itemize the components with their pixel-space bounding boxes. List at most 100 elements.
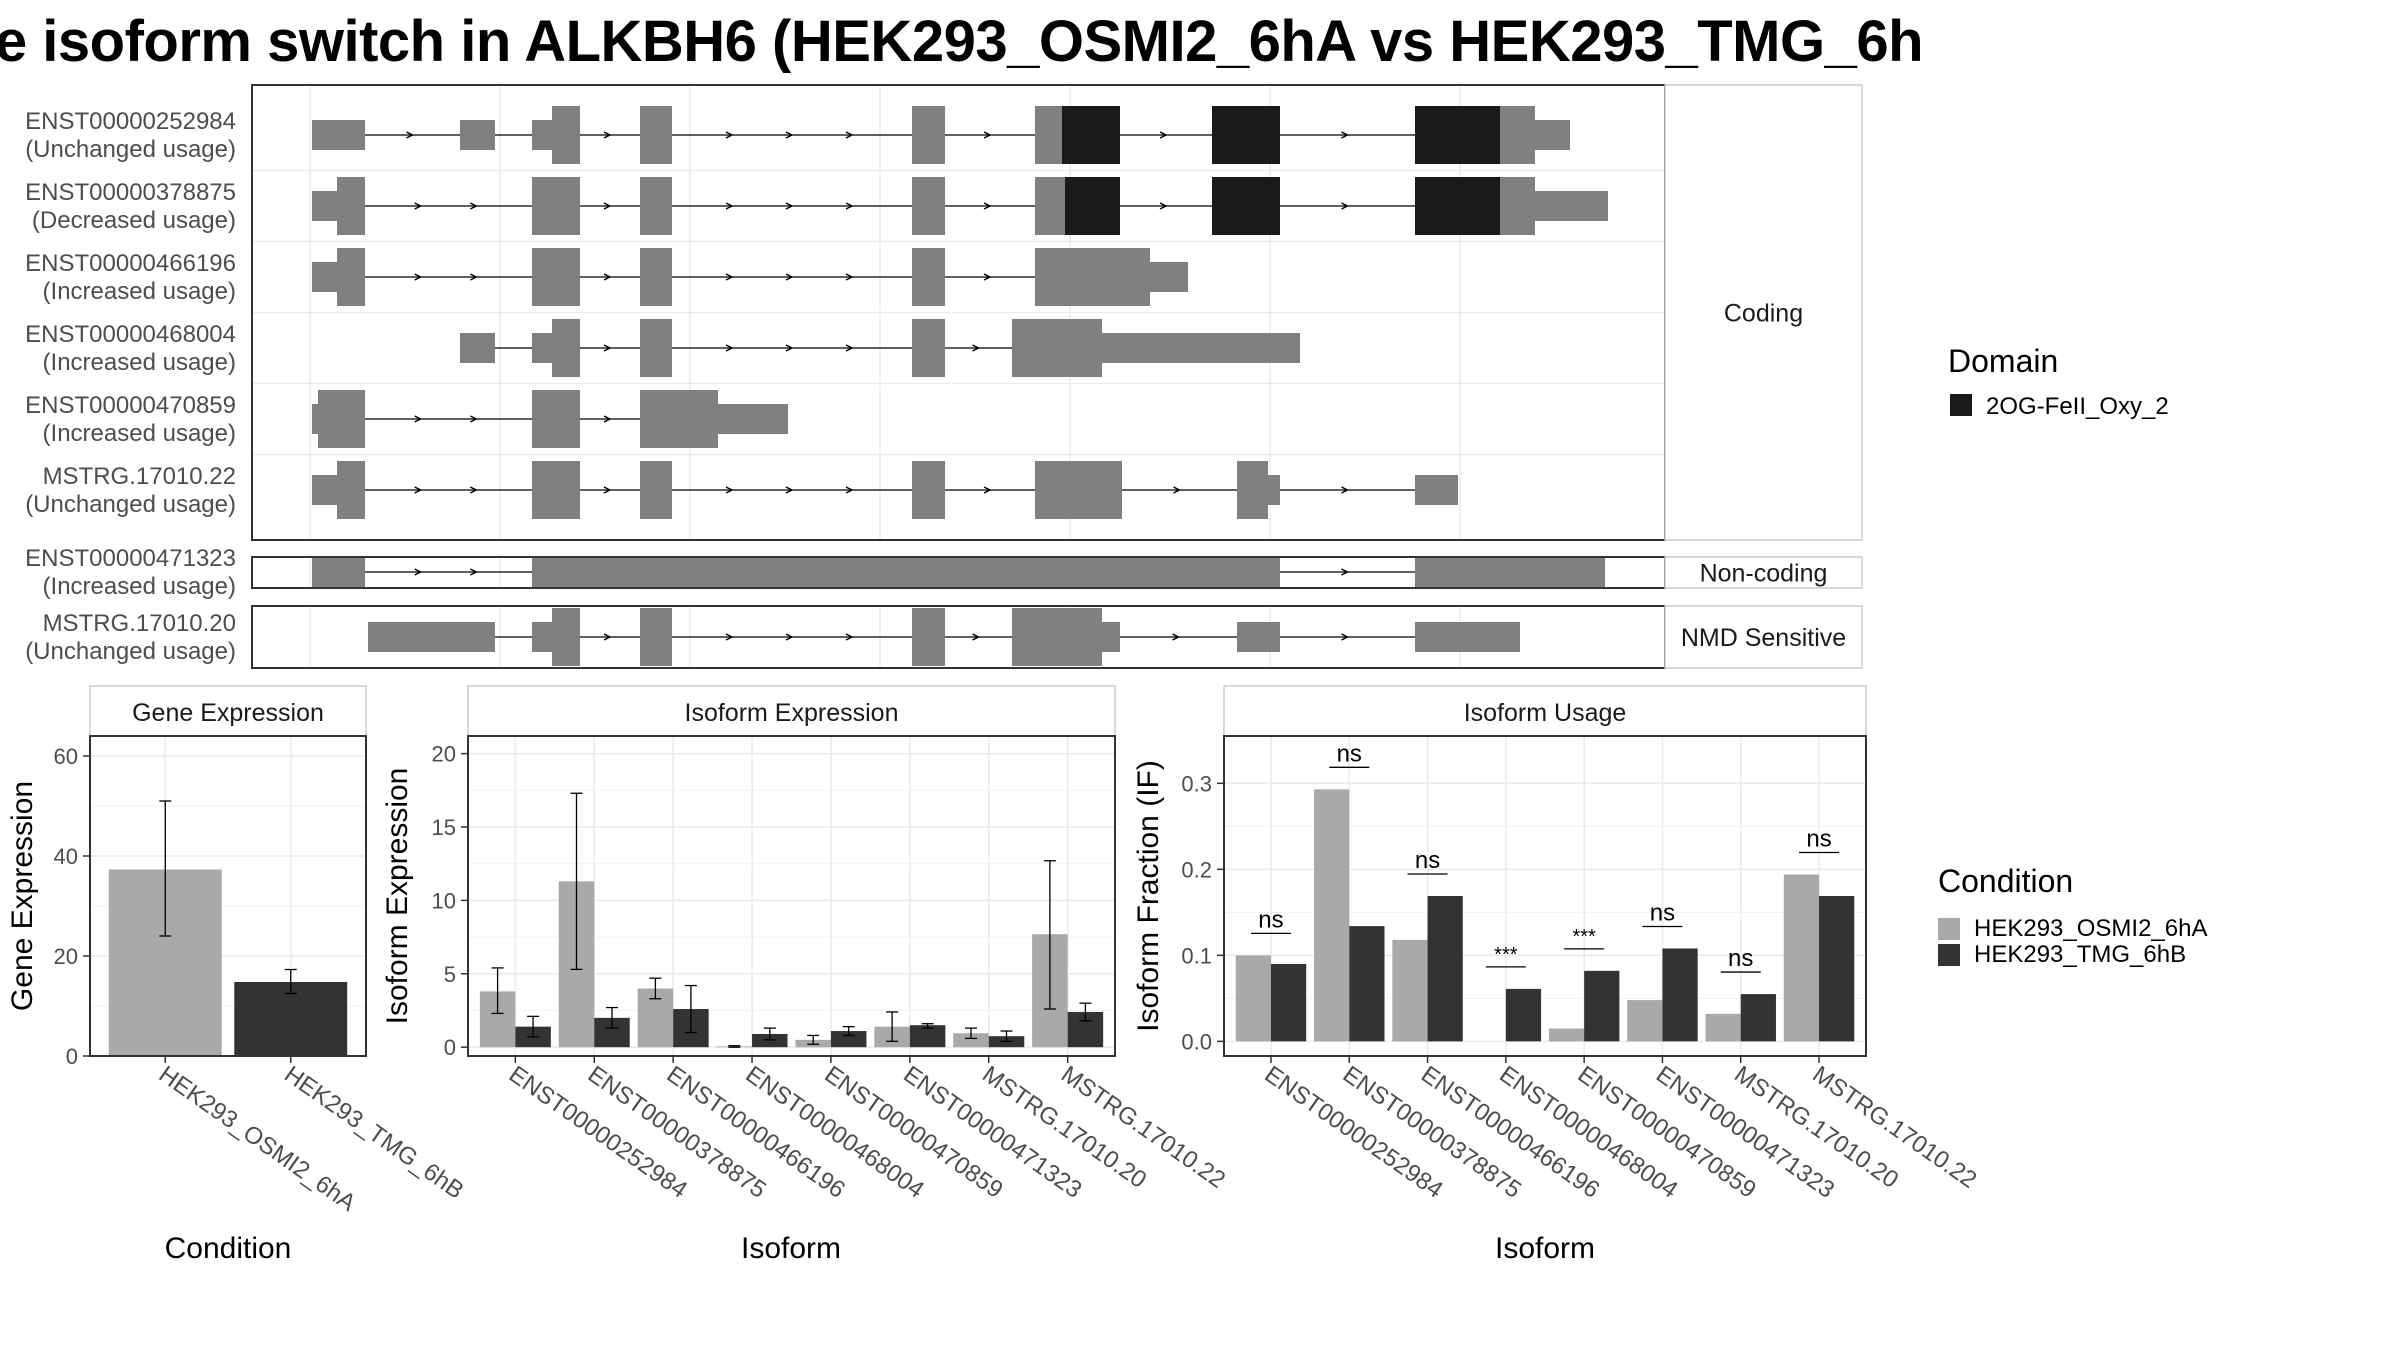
panel-strip <box>1223 685 1867 737</box>
bar <box>1705 1013 1741 1042</box>
bar <box>909 1025 946 1048</box>
exon <box>337 461 365 519</box>
legend-key-domain <box>1950 394 1972 416</box>
intron-arrow <box>414 202 423 210</box>
exon <box>312 475 337 505</box>
y-tick-label: 0.3 <box>1181 771 1212 796</box>
intron-arrow <box>845 202 854 210</box>
domain-exon <box>1415 106 1500 164</box>
bar <box>1783 874 1820 1042</box>
bar <box>1548 1028 1585 1042</box>
panel-title: Isoform Expression <box>685 699 899 727</box>
intron-arrow <box>725 273 734 281</box>
intron-arrow <box>1159 202 1168 210</box>
y-tick-label: 0.0 <box>1181 1029 1212 1054</box>
transcript-id-label: MSTRG.17010.22 <box>43 463 236 490</box>
intron-arrow <box>725 486 734 494</box>
exon <box>337 248 365 306</box>
exon <box>640 177 672 235</box>
panel-border <box>1223 735 1867 1057</box>
transcript-usage-label: (Increased usage) <box>43 573 236 600</box>
exon <box>552 106 580 164</box>
exon <box>318 390 365 448</box>
facet-strip-label: Non-coding <box>1700 560 1828 588</box>
bar <box>1314 789 1350 1042</box>
exon <box>1237 461 1268 519</box>
transcript-id-label: ENST00000468004 <box>25 321 236 348</box>
intron-arrow <box>725 633 734 641</box>
intron-arrow <box>1172 633 1181 641</box>
intron-arrow <box>414 568 423 576</box>
bar <box>1627 1000 1663 1042</box>
intron-arrow <box>785 486 794 494</box>
significance-label: *** <box>1494 944 1518 966</box>
bar <box>1392 939 1428 1042</box>
exon <box>368 622 495 652</box>
exon <box>1415 622 1520 652</box>
significance-label: ns <box>1728 945 1753 972</box>
intron-arrow <box>470 486 478 494</box>
panel-title: Isoform Usage <box>1464 699 1627 727</box>
bar-chart-panel <box>1217 685 1867 1063</box>
exon <box>1150 262 1188 292</box>
exon <box>312 404 318 434</box>
y-tick-label: 20 <box>432 742 456 767</box>
exon <box>312 120 365 150</box>
exon <box>640 319 672 377</box>
exon <box>640 608 672 666</box>
intron-arrow <box>725 131 734 139</box>
exon <box>532 120 552 150</box>
intron-arrow <box>470 202 478 210</box>
intron-arrow <box>470 568 478 576</box>
exon <box>640 248 672 306</box>
y-tick-label: 0 <box>66 1044 78 1069</box>
transcript-usage-label: (Increased usage) <box>43 278 236 305</box>
exon <box>718 404 788 434</box>
facet-strip-label: Coding <box>1724 300 1803 328</box>
y-axis-title: Gene Expression <box>6 781 39 1011</box>
legend-title: Condition <box>1938 863 2073 899</box>
domain-exon <box>1212 177 1280 235</box>
structure-facet <box>251 605 1863 669</box>
bar <box>830 1031 867 1048</box>
transcript-id-label: ENST00000470859 <box>25 392 236 419</box>
facet-strip <box>1664 84 1863 541</box>
y-tick-label: 40 <box>54 844 78 869</box>
intron-arrow <box>983 486 992 494</box>
exon <box>1012 608 1102 666</box>
facet-strip <box>1664 605 1863 669</box>
exon <box>337 177 365 235</box>
exon <box>532 557 1280 587</box>
exon <box>912 319 945 377</box>
exon <box>312 262 337 292</box>
y-tick-label: 15 <box>432 815 456 840</box>
bar-chart-panel <box>83 685 367 1063</box>
exon <box>1102 333 1300 363</box>
significance-label: ns <box>1337 740 1362 767</box>
bar <box>1235 955 1271 1042</box>
intron-arrow <box>845 344 854 352</box>
bar <box>234 982 348 1056</box>
intron-arrow <box>470 415 478 423</box>
exon <box>532 390 580 448</box>
bar <box>752 1033 788 1048</box>
exon <box>1268 475 1280 505</box>
intron-arrow <box>1173 486 1182 494</box>
exon <box>912 461 945 519</box>
legend-key-condition-a <box>1938 918 1960 940</box>
significance-label: *** <box>1572 926 1596 948</box>
intron-arrow <box>603 633 612 641</box>
exon <box>640 461 672 519</box>
intron-arrow <box>983 273 992 281</box>
intron-arrow <box>1341 568 1350 576</box>
intron-arrow <box>1341 486 1350 494</box>
y-tick-label: 5 <box>444 962 456 987</box>
transcript-usage-label: (Increased usage) <box>43 349 236 376</box>
exon <box>460 120 495 150</box>
exon <box>1035 248 1150 306</box>
significance-label: ns <box>1258 906 1283 933</box>
intron-arrow <box>414 273 423 281</box>
intron-arrow <box>406 131 415 139</box>
exon <box>312 191 337 221</box>
